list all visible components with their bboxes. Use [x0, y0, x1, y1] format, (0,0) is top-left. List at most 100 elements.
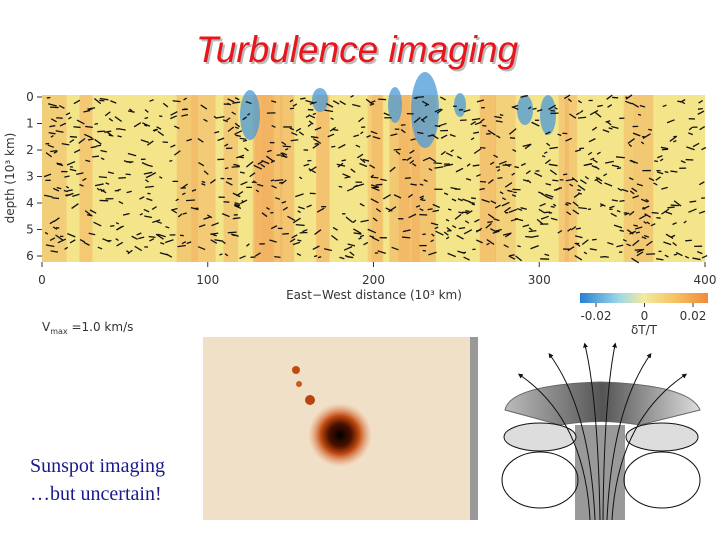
flow-arrow — [140, 139, 150, 144]
flow-arrow — [662, 104, 667, 108]
flow-arrow — [431, 233, 435, 237]
warm-stripe — [367, 95, 384, 262]
flow-arrow — [670, 170, 678, 173]
warm-stripe — [191, 95, 216, 262]
flow-arrow — [550, 217, 558, 221]
flow-arrow — [476, 239, 483, 244]
vmax-subscript: max — [50, 327, 68, 336]
flow-arrow — [370, 174, 374, 178]
flow-arrow — [609, 205, 615, 209]
flow-arrow — [673, 200, 682, 207]
flow-arrow — [454, 213, 462, 220]
flow-arrow — [152, 128, 157, 132]
flow-arrow — [510, 218, 519, 222]
flow-arrow — [493, 154, 499, 159]
flow-arrow — [219, 253, 223, 256]
flow-arrow — [239, 255, 246, 260]
flow-arrow — [393, 148, 401, 151]
flow-arrow — [55, 130, 64, 133]
flow-arrow — [487, 213, 495, 219]
flow-arrow — [616, 167, 622, 170]
cool-patch — [388, 87, 402, 123]
flow-arrow — [314, 229, 322, 236]
flow-arrow — [493, 218, 500, 222]
flow-arrow — [698, 99, 704, 104]
cool-patch — [312, 88, 328, 112]
flow-arrow — [508, 208, 518, 213]
flow-arrow — [481, 198, 490, 203]
flow-arrow — [338, 185, 343, 188]
flow-arrow — [181, 192, 186, 196]
flow-arrow — [245, 161, 254, 168]
flow-arrow — [330, 117, 334, 121]
flow-arrow — [470, 137, 475, 141]
cool-patch — [517, 95, 533, 125]
flow-arrow — [565, 137, 573, 142]
flow-arrow — [421, 115, 428, 121]
field-line — [548, 352, 596, 521]
flow-arrow — [157, 130, 165, 137]
flow-arrow — [118, 200, 124, 205]
flow-arrow — [504, 163, 511, 168]
flow-arrow — [279, 181, 283, 184]
flow-arrow — [487, 129, 496, 136]
flow-arrow — [369, 164, 376, 169]
flow-arrow — [198, 162, 205, 167]
flow-arrow — [341, 159, 346, 162]
flow-arrow — [170, 144, 176, 148]
flow-arrow — [222, 241, 226, 245]
flow-arrow — [577, 184, 586, 191]
flow-arrow — [532, 107, 537, 110]
flow-arrow — [669, 136, 677, 142]
flow-arrow — [390, 133, 398, 137]
flow-arrow — [646, 221, 651, 225]
flow-arrow — [235, 134, 241, 138]
flow-arrow — [509, 254, 515, 257]
flow-arrow — [644, 213, 651, 218]
flow-arrow — [419, 208, 424, 212]
flow-arrow — [151, 172, 157, 176]
flow-arrow — [371, 236, 380, 242]
flow-arrow — [172, 100, 181, 103]
flow-arrow — [375, 208, 382, 213]
flow-arrow — [152, 219, 161, 224]
flow-arrow — [339, 256, 345, 260]
flow-arrow — [343, 246, 353, 251]
flow-arrow — [211, 222, 219, 227]
flow-arrow — [58, 104, 65, 109]
flow-arrow — [667, 206, 675, 209]
flow-arrow — [349, 251, 355, 256]
flow-arrow — [377, 250, 386, 254]
flow-arrow — [445, 236, 450, 240]
flow-arrow — [362, 158, 370, 162]
flow-arrow — [498, 160, 507, 165]
flow-arrow — [108, 117, 114, 122]
flow-arrow — [147, 164, 153, 168]
warm-stripe — [316, 95, 330, 262]
flow-arrow — [224, 143, 229, 147]
flow-arrow — [507, 189, 513, 193]
flow-arrow — [181, 113, 189, 117]
flow-arrow — [465, 177, 472, 181]
flow-arrow — [350, 168, 356, 173]
flow-arrow — [407, 193, 413, 198]
flow-arrow — [133, 122, 142, 128]
flow-arrow — [606, 121, 612, 126]
flow-arrow — [350, 94, 354, 98]
flow-arrow — [71, 203, 79, 209]
flow-arrow — [641, 205, 650, 210]
flow-arrow — [617, 187, 623, 192]
flow-arrow — [69, 139, 75, 144]
flow-arrow — [699, 125, 706, 131]
flow-arrow — [625, 100, 633, 105]
flow-arrow — [641, 236, 647, 240]
flow-arrow — [206, 214, 213, 219]
flow-arrow — [451, 225, 457, 229]
flow-arrow — [66, 160, 76, 166]
flow-arrow — [638, 214, 647, 220]
flow-arrow — [289, 99, 294, 103]
y-tick-label: 5 — [26, 223, 34, 237]
flow-arrow — [540, 215, 549, 220]
flow-arrow — [239, 137, 247, 140]
flow-arrow — [298, 131, 305, 136]
